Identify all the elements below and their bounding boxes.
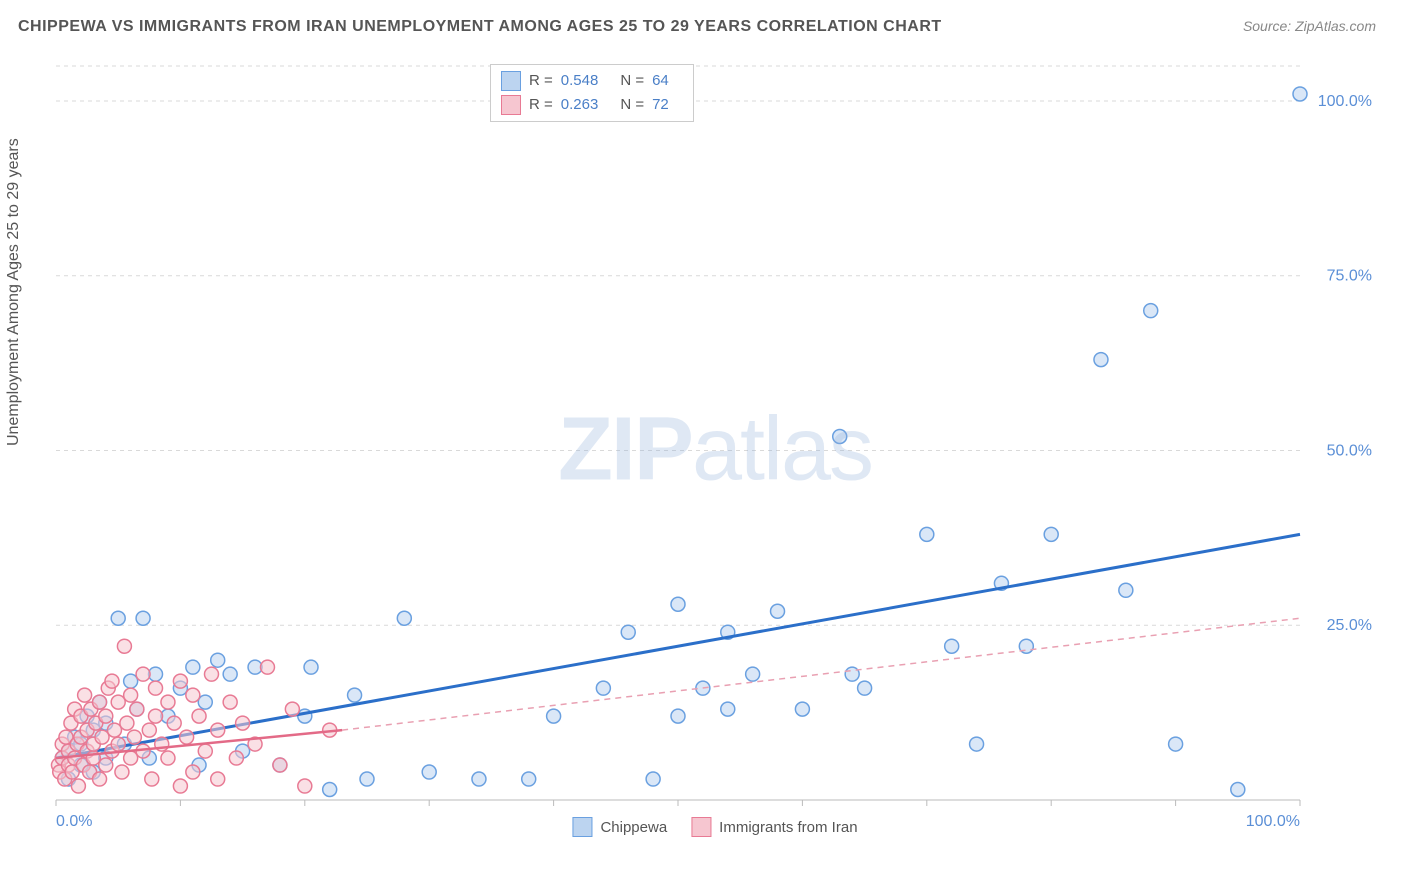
series-name: Immigrants from Iran <box>719 819 857 836</box>
series-name: Chippewa <box>600 819 667 836</box>
scatter-chart-svg: 25.0% 50.0% 75.0% 100.0% 0.0% 100.0% <box>50 60 1380 840</box>
chart-plot-area: 25.0%50.0%75.0%100.0%0.0%100.0% ZIPatlas… <box>50 60 1380 840</box>
r-value: 0.548 <box>561 69 599 93</box>
svg-text:100.0%: 100.0% <box>1246 813 1300 830</box>
legend-swatch <box>501 95 521 115</box>
n-value: 64 <box>652 69 669 93</box>
svg-text:0.0%: 0.0% <box>56 813 92 830</box>
r-label: R = <box>529 93 553 117</box>
source-attribution: Source: ZipAtlas.com <box>1243 18 1376 34</box>
svg-text:25.0%: 25.0% <box>1327 617 1372 634</box>
chart-title: CHIPPEWA VS IMMIGRANTS FROM IRAN UNEMPLO… <box>18 18 942 36</box>
legend-bottom-item: Immigrants from Iran <box>691 817 857 837</box>
correlation-legend: R = 0.548 N = 64 R = 0.263 N = 72 <box>490 64 694 122</box>
svg-text:50.0%: 50.0% <box>1327 442 1372 459</box>
legend-top-row: R = 0.548 N = 64 <box>501 69 683 93</box>
r-label: R = <box>529 69 553 93</box>
series-legend: Chippewa Immigrants from Iran <box>572 817 857 837</box>
legend-top-row: R = 0.263 N = 72 <box>501 93 683 117</box>
legend-swatch <box>691 817 711 837</box>
svg-text:75.0%: 75.0% <box>1327 268 1372 285</box>
n-label: N = <box>620 69 644 93</box>
legend-swatch <box>501 71 521 91</box>
legend-swatch <box>572 817 592 837</box>
y-axis-label: Unemployment Among Ages 25 to 29 years <box>5 138 23 446</box>
svg-text:100.0%: 100.0% <box>1318 93 1372 110</box>
r-value: 0.263 <box>561 93 599 117</box>
n-value: 72 <box>652 93 669 117</box>
legend-bottom-item: Chippewa <box>572 817 667 837</box>
n-label: N = <box>620 93 644 117</box>
